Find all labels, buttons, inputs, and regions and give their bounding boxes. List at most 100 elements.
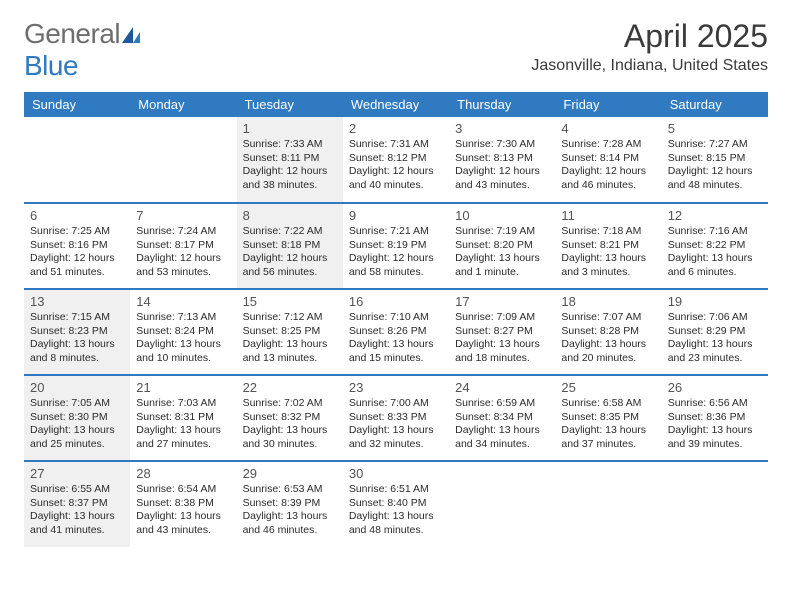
sunrise-line: Sunrise: 7:30 AM <box>455 138 549 152</box>
sunset-line: Sunset: 8:15 PM <box>668 152 762 166</box>
calendar-day-cell: 30Sunrise: 6:51 AMSunset: 8:40 PMDayligh… <box>343 461 449 547</box>
day-number: 22 <box>243 380 337 395</box>
sunrise-line: Sunrise: 6:51 AM <box>349 483 443 497</box>
day-info: Sunrise: 6:55 AMSunset: 8:37 PMDaylight:… <box>30 483 124 538</box>
day-info: Sunrise: 7:00 AMSunset: 8:33 PMDaylight:… <box>349 397 443 452</box>
sunset-line: Sunset: 8:16 PM <box>30 239 124 253</box>
day-info: Sunrise: 7:25 AMSunset: 8:16 PMDaylight:… <box>30 225 124 280</box>
calendar-week-row: 20Sunrise: 7:05 AMSunset: 8:30 PMDayligh… <box>24 375 768 461</box>
day-number: 3 <box>455 121 549 136</box>
calendar-day-cell: 10Sunrise: 7:19 AMSunset: 8:20 PMDayligh… <box>449 203 555 289</box>
sunrise-line: Sunrise: 6:55 AM <box>30 483 124 497</box>
sunset-line: Sunset: 8:17 PM <box>136 239 230 253</box>
day-number: 18 <box>561 294 655 309</box>
logo-word-1: General <box>24 18 120 49</box>
daylight-line: Daylight: 13 hours and 10 minutes. <box>136 338 230 365</box>
daylight-line: Daylight: 12 hours and 43 minutes. <box>455 165 549 192</box>
logo-sail-icon <box>122 20 144 51</box>
logo-word-2: Blue <box>24 50 78 81</box>
calendar-day-cell: 25Sunrise: 6:58 AMSunset: 8:35 PMDayligh… <box>555 375 661 461</box>
calendar-week-row: 13Sunrise: 7:15 AMSunset: 8:23 PMDayligh… <box>24 289 768 375</box>
calendar-day-cell: 6Sunrise: 7:25 AMSunset: 8:16 PMDaylight… <box>24 203 130 289</box>
calendar-day-cell: 11 Sunrise: 7:18 AMSunset: 8:21 PMDayligh… <box>555 203 661 289</box>
sunset-line: Sunset: 8:20 PM <box>455 239 549 253</box>
sunrise-line: Sunrise: 7:28 AM <box>561 138 655 152</box>
daylight-line: Daylight: 13 hours and 1 minute. <box>455 252 549 279</box>
day-number: 20 <box>30 380 124 395</box>
daylight-line: Daylight: 13 hours and 20 minutes. <box>561 338 655 365</box>
day-info: Sunrise: 7:30 AMSunset: 8:13 PMDaylight:… <box>455 138 549 193</box>
sunset-line: Sunset: 8:14 PM <box>561 152 655 166</box>
calendar-day-cell <box>130 117 236 203</box>
sunset-line: Sunset: 8:40 PM <box>349 497 443 511</box>
weekday-header: Tuesday <box>237 92 343 117</box>
calendar-day-cell: 16 Sunrise: 7:10 AMSunset: 8:26 PMDayligh… <box>343 289 449 375</box>
day-number: 24 <box>455 380 549 395</box>
daylight-line: Daylight: 13 hours and 27 minutes. <box>136 424 230 451</box>
sunrise-line: Sunrise: 6:58 AM <box>561 397 655 411</box>
calendar-day-cell: 17Sunrise: 7:09 AMSunset: 8:27 PMDayligh… <box>449 289 555 375</box>
day-number: 12 <box>668 208 762 223</box>
day-info: Sunrise: 7:33 AMSunset: 8:11 PMDaylight:… <box>243 138 337 193</box>
sunset-line: Sunset: 8:37 PM <box>30 497 124 511</box>
day-info: Sunrise: 7:18 AMSunset: 8:21 PMDaylight:… <box>561 225 655 280</box>
sunrise-line: Sunrise: 7:13 AM <box>136 311 230 325</box>
day-info: Sunrise: 7:10 AMSunset: 8:26 PMDaylight:… <box>349 311 443 366</box>
daylight-line: Daylight: 13 hours and 41 minutes. <box>30 510 124 537</box>
day-info: Sunrise: 7:03 AMSunset: 8:31 PMDaylight:… <box>136 397 230 452</box>
calendar-day-cell: 20Sunrise: 7:05 AMSunset: 8:30 PMDayligh… <box>24 375 130 461</box>
day-number: 5 <box>668 121 762 136</box>
sunrise-line: Sunrise: 7:25 AM <box>30 225 124 239</box>
calendar-day-cell: 22Sunrise: 7:02 AMSunset: 8:32 PMDayligh… <box>237 375 343 461</box>
day-number: 19 <box>668 294 762 309</box>
calendar-day-cell <box>449 461 555 547</box>
sunrise-line: Sunrise: 7:06 AM <box>668 311 762 325</box>
daylight-line: Daylight: 13 hours and 3 minutes. <box>561 252 655 279</box>
day-number: 27 <box>30 466 124 481</box>
day-info: Sunrise: 7:24 AMSunset: 8:17 PMDaylight:… <box>136 225 230 280</box>
day-number: 11 <box>561 208 655 223</box>
sunrise-line: Sunrise: 6:59 AM <box>455 397 549 411</box>
weekday-header: Wednesday <box>343 92 449 117</box>
daylight-line: Daylight: 13 hours and 46 minutes. <box>243 510 337 537</box>
sunset-line: Sunset: 8:26 PM <box>349 325 443 339</box>
sunrise-line: Sunrise: 7:24 AM <box>136 225 230 239</box>
weekday-header: Sunday <box>24 92 130 117</box>
sunset-line: Sunset: 8:38 PM <box>136 497 230 511</box>
daylight-line: Daylight: 12 hours and 48 minutes. <box>668 165 762 192</box>
sunrise-line: Sunrise: 7:15 AM <box>30 311 124 325</box>
day-info: Sunrise: 7:07 AMSunset: 8:28 PMDaylight:… <box>561 311 655 366</box>
daylight-line: Daylight: 13 hours and 18 minutes. <box>455 338 549 365</box>
daylight-line: Daylight: 13 hours and 37 minutes. <box>561 424 655 451</box>
day-number: 4 <box>561 121 655 136</box>
calendar-day-cell: 27 Sunrise: 6:55 AMSunset: 8:37 PMDayligh… <box>24 461 130 547</box>
daylight-line: Daylight: 13 hours and 39 minutes. <box>668 424 762 451</box>
day-info: Sunrise: 6:53 AMSunset: 8:39 PMDaylight:… <box>243 483 337 538</box>
daylight-line: Daylight: 13 hours and 6 minutes. <box>668 252 762 279</box>
day-number: 9 <box>349 208 443 223</box>
sunset-line: Sunset: 8:28 PM <box>561 325 655 339</box>
day-number: 16 <box>349 294 443 309</box>
weekday-header: Friday <box>555 92 661 117</box>
sunrise-line: Sunrise: 6:53 AM <box>243 483 337 497</box>
sunrise-line: Sunrise: 7:27 AM <box>668 138 762 152</box>
day-number: 25 <box>561 380 655 395</box>
sunset-line: Sunset: 8:25 PM <box>243 325 337 339</box>
day-info: Sunrise: 6:54 AMSunset: 8:38 PMDaylight:… <box>136 483 230 538</box>
calendar-day-cell: 19Sunrise: 7:06 AMSunset: 8:29 PMDayligh… <box>662 289 768 375</box>
daylight-line: Daylight: 12 hours and 46 minutes. <box>561 165 655 192</box>
location-text: Jasonville, Indiana, United States <box>531 57 768 75</box>
day-number: 17 <box>455 294 549 309</box>
daylight-line: Daylight: 12 hours and 58 minutes. <box>349 252 443 279</box>
calendar-day-cell: 4 Sunrise: 7:28 AMSunset: 8:14 PMDaylight… <box>555 117 661 203</box>
sunset-line: Sunset: 8:12 PM <box>349 152 443 166</box>
calendar-day-cell: 7Sunrise: 7:24 AMSunset: 8:17 PMDaylight… <box>130 203 236 289</box>
day-number: 8 <box>243 208 337 223</box>
logo: General Blue <box>24 18 144 82</box>
calendar-day-cell <box>24 117 130 203</box>
calendar-day-cell: 29Sunrise: 6:53 AMSunset: 8:39 PMDayligh… <box>237 461 343 547</box>
day-info: Sunrise: 7:19 AMSunset: 8:20 PMDaylight:… <box>455 225 549 280</box>
day-info: Sunrise: 7:15 AMSunset: 8:23 PMDaylight:… <box>30 311 124 366</box>
day-number: 28 <box>136 466 230 481</box>
day-number: 15 <box>243 294 337 309</box>
